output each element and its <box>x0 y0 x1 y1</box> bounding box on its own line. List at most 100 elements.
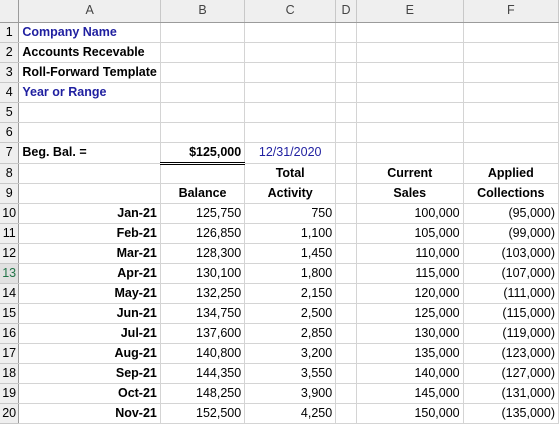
cell-e2[interactable] <box>356 42 464 63</box>
row-header-13[interactable]: 13 <box>0 263 20 284</box>
collections-heading-cell[interactable]: Collections <box>463 183 559 204</box>
sales-cell[interactable]: 125,000 <box>356 303 464 324</box>
balance-cell[interactable]: 125,750 <box>160 203 246 224</box>
select-all-corner[interactable] <box>0 0 20 23</box>
row-header-15[interactable]: 15 <box>0 303 20 324</box>
collections-cell[interactable]: (95,000) <box>463 203 559 224</box>
month-cell[interactable]: Jan-21 <box>18 203 161 224</box>
cell-d1[interactable] <box>335 22 357 43</box>
cell-d7[interactable] <box>335 142 357 164</box>
cell-d8[interactable] <box>335 163 357 184</box>
activity-cell[interactable]: 2,150 <box>244 283 337 304</box>
cell-e7[interactable] <box>356 142 464 164</box>
empty-d-cell[interactable] <box>335 403 357 424</box>
empty-d-cell[interactable] <box>335 263 357 284</box>
row-header-19[interactable]: 19 <box>0 383 20 404</box>
row-header-5[interactable]: 5 <box>0 102 20 123</box>
row-header-11[interactable]: 11 <box>0 223 20 244</box>
cell-c2[interactable] <box>244 42 337 63</box>
cell-f6[interactable] <box>463 122 559 143</box>
collections-cell[interactable]: (111,000) <box>463 283 559 304</box>
collections-cell[interactable]: (107,000) <box>463 263 559 284</box>
cell-c4[interactable] <box>244 82 337 103</box>
cell-e4[interactable] <box>356 82 464 103</box>
collections-cell[interactable]: (99,000) <box>463 223 559 244</box>
cell-f5[interactable] <box>463 102 559 123</box>
empty-d-cell[interactable] <box>335 363 357 384</box>
beg-bal-value-cell[interactable]: $125,000 <box>160 142 246 165</box>
cell-f1[interactable] <box>463 22 559 43</box>
empty-d-cell[interactable] <box>335 343 357 364</box>
balance-cell[interactable]: 128,300 <box>160 243 246 264</box>
accounts-receivable-cell[interactable]: Accounts Recevable <box>18 42 161 63</box>
cell-b6[interactable] <box>160 122 246 143</box>
cell-d6[interactable] <box>335 122 357 143</box>
row-header-4[interactable]: 4 <box>0 82 20 103</box>
sales-cell[interactable]: 135,000 <box>356 343 464 364</box>
cell-f7[interactable] <box>463 142 559 164</box>
empty-d-cell[interactable] <box>335 303 357 324</box>
cell-b8[interactable] <box>160 163 246 184</box>
activity-cell[interactable]: 1,800 <box>244 263 337 284</box>
collections-cell[interactable]: (115,000) <box>463 303 559 324</box>
cell-c5[interactable] <box>244 102 337 123</box>
activity-cell[interactable]: 3,200 <box>244 343 337 364</box>
row-header-9[interactable]: 9 <box>0 183 20 204</box>
cell-f3[interactable] <box>463 62 559 83</box>
month-cell[interactable]: Oct-21 <box>18 383 161 404</box>
month-cell[interactable]: Mar-21 <box>18 243 161 264</box>
month-cell[interactable]: Aug-21 <box>18 343 161 364</box>
column-header-b[interactable]: B <box>160 0 246 23</box>
sales-cell[interactable]: 100,000 <box>356 203 464 224</box>
month-cell[interactable]: Feb-21 <box>18 223 161 244</box>
collections-cell[interactable]: (131,000) <box>463 383 559 404</box>
month-cell[interactable]: Apr-21 <box>18 263 161 284</box>
activity-cell[interactable]: 3,900 <box>244 383 337 404</box>
cell-c6[interactable] <box>244 122 337 143</box>
balance-cell[interactable]: 134,750 <box>160 303 246 324</box>
row-header-7[interactable]: 7 <box>0 142 20 164</box>
activity-cell[interactable]: 2,500 <box>244 303 337 324</box>
activity-cell[interactable]: 750 <box>244 203 337 224</box>
empty-d-cell[interactable] <box>335 243 357 264</box>
cell-a6[interactable] <box>18 122 161 143</box>
cell-f2[interactable] <box>463 42 559 63</box>
sales-cell[interactable]: 120,000 <box>356 283 464 304</box>
sales-cell[interactable]: 150,000 <box>356 403 464 424</box>
row-header-1[interactable]: 1 <box>0 22 20 43</box>
cell-e5[interactable] <box>356 102 464 123</box>
cell-d2[interactable] <box>335 42 357 63</box>
sales-cell[interactable]: 140,000 <box>356 363 464 384</box>
sales-cell[interactable]: 110,000 <box>356 243 464 264</box>
row-header-10[interactable]: 10 <box>0 203 20 224</box>
balance-cell[interactable]: 137,600 <box>160 323 246 344</box>
cell-e3[interactable] <box>356 62 464 83</box>
collections-cell[interactable]: (103,000) <box>463 243 559 264</box>
balance-heading-cell[interactable]: Balance <box>160 183 246 204</box>
template-title-cell[interactable]: Roll-Forward Template <box>18 62 161 83</box>
applied-heading-cell[interactable]: Applied <box>463 163 559 184</box>
sales-cell[interactable]: 115,000 <box>356 263 464 284</box>
collections-cell[interactable]: (127,000) <box>463 363 559 384</box>
row-header-16[interactable]: 16 <box>0 323 20 344</box>
cell-a8[interactable] <box>18 163 161 184</box>
column-header-e[interactable]: E <box>356 0 464 23</box>
column-header-c[interactable]: C <box>244 0 337 23</box>
collections-cell[interactable]: (123,000) <box>463 343 559 364</box>
cell-a5[interactable] <box>18 102 161 123</box>
sales-cell[interactable]: 105,000 <box>356 223 464 244</box>
cell-a9[interactable] <box>18 183 161 204</box>
column-header-f[interactable]: F <box>463 0 559 23</box>
row-header-6[interactable]: 6 <box>0 122 20 143</box>
beg-bal-label-cell[interactable]: Beg. Bal. = <box>18 142 161 164</box>
row-header-14[interactable]: 14 <box>0 283 20 304</box>
balance-cell[interactable]: 152,500 <box>160 403 246 424</box>
month-cell[interactable]: Nov-21 <box>18 403 161 424</box>
month-cell[interactable]: Jul-21 <box>18 323 161 344</box>
activity-cell[interactable]: 3,550 <box>244 363 337 384</box>
month-cell[interactable]: May-21 <box>18 283 161 304</box>
activity-cell[interactable]: 1,450 <box>244 243 337 264</box>
balance-cell[interactable]: 140,800 <box>160 343 246 364</box>
year-range-cell[interactable]: Year or Range <box>18 82 161 103</box>
